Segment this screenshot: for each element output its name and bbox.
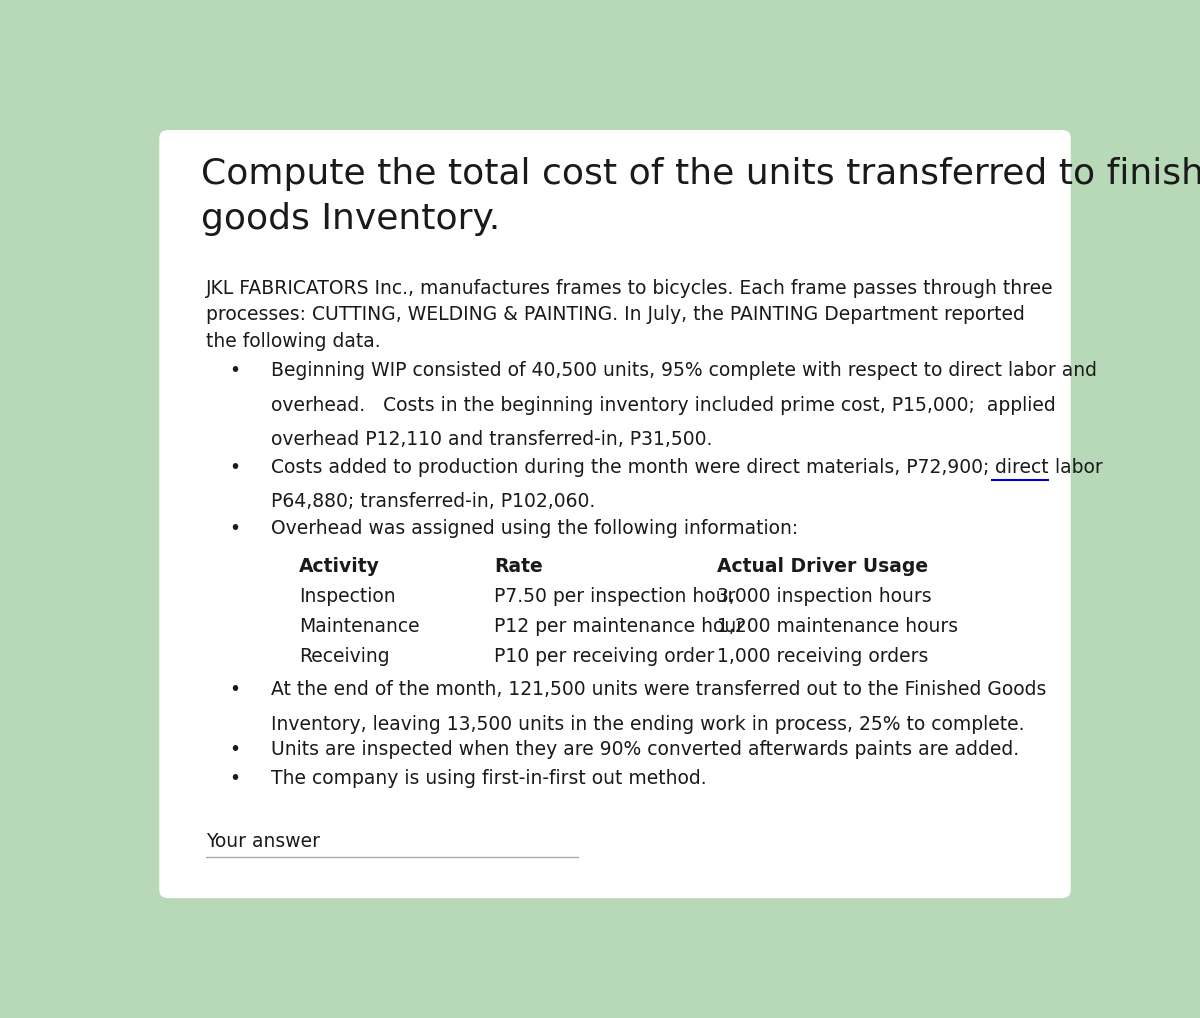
Text: Receiving: Receiving <box>299 646 390 666</box>
Text: Maintenance: Maintenance <box>299 617 420 636</box>
Text: Overhead was assigned using the following information:: Overhead was assigned using the followin… <box>271 519 798 538</box>
Text: 3,000 inspection hours: 3,000 inspection hours <box>718 587 932 606</box>
Text: P64,880; transferred-in, P102,060.: P64,880; transferred-in, P102,060. <box>271 492 595 511</box>
Text: •: • <box>229 361 240 381</box>
Text: P7.50 per inspection hour: P7.50 per inspection hour <box>494 587 736 606</box>
Text: Your answer: Your answer <box>206 832 319 851</box>
Text: Actual Driver Usage: Actual Driver Usage <box>718 557 929 576</box>
Text: Activity: Activity <box>299 557 379 576</box>
Text: P12 per maintenance hour: P12 per maintenance hour <box>494 617 744 636</box>
Text: P10 per receiving order: P10 per receiving order <box>494 646 714 666</box>
Text: •: • <box>229 740 240 758</box>
Text: The company is using first-in-first out method.: The company is using first-in-first out … <box>271 769 707 788</box>
Text: direct: direct <box>989 458 1049 476</box>
Text: 1,000 receiving orders: 1,000 receiving orders <box>718 646 929 666</box>
Text: Inspection: Inspection <box>299 587 396 606</box>
Text: •: • <box>229 458 240 476</box>
Text: At the end of the month, 121,500 units were transferred out to the Finished Good: At the end of the month, 121,500 units w… <box>271 680 1046 699</box>
Text: Inventory, leaving 13,500 units in the ending work in process, 25% to complete.: Inventory, leaving 13,500 units in the e… <box>271 715 1025 734</box>
Text: •: • <box>229 680 240 699</box>
Text: overhead P12,110 and transferred-in, P31,500.: overhead P12,110 and transferred-in, P31… <box>271 431 713 449</box>
Text: JKL FABRICATORS Inc., manufactures frames to bicycles. Each frame passes through: JKL FABRICATORS Inc., manufactures frame… <box>206 279 1054 351</box>
Text: Rate: Rate <box>494 557 542 576</box>
Text: Units are inspected when they are 90% converted afterwards paints are added.: Units are inspected when they are 90% co… <box>271 740 1019 758</box>
Text: overhead.   Costs in the beginning inventory included prime cost, P15,000;  appl: overhead. Costs in the beginning invento… <box>271 396 1056 414</box>
Text: •: • <box>229 519 240 538</box>
Text: Compute the total cost of the units transferred to finished
goods Inventory.: Compute the total cost of the units tran… <box>202 158 1200 236</box>
Text: •: • <box>229 769 240 788</box>
Text: labor: labor <box>1049 458 1103 476</box>
Text: 1,200 maintenance hours: 1,200 maintenance hours <box>718 617 959 636</box>
Text: Beginning WIP consisted of 40,500 units, 95% complete with respect to direct lab: Beginning WIP consisted of 40,500 units,… <box>271 361 1097 381</box>
Text: Costs added to production during the month were direct materials, P72,900;: Costs added to production during the mon… <box>271 458 989 476</box>
FancyBboxPatch shape <box>160 130 1070 898</box>
